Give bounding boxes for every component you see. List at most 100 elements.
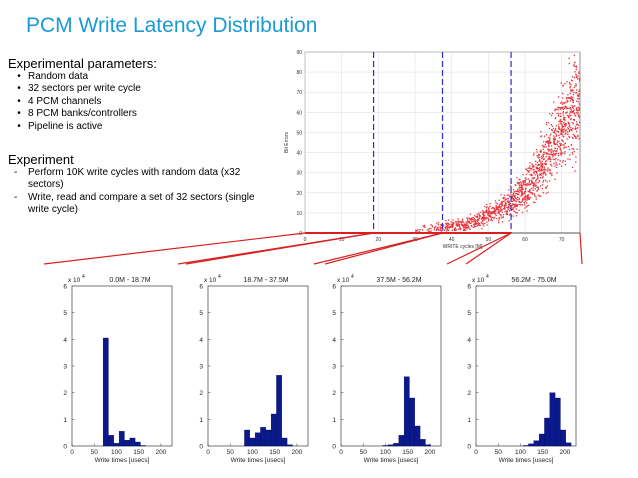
scatter-ytick-label: 10 [296, 211, 302, 217]
scatter-point [447, 219, 450, 221]
bullet-icon: • [17, 95, 21, 107]
scatter-point [534, 188, 536, 190]
scatter-point [547, 169, 549, 171]
histogram-ytick-label: 3 [199, 364, 203, 371]
scatter-point [562, 118, 565, 120]
scatter-point [495, 208, 497, 211]
scatter-point [509, 213, 512, 215]
scatter-point [504, 205, 506, 207]
scatter-point [562, 131, 565, 133]
scatter-point [480, 222, 482, 224]
scatter-point [555, 128, 557, 130]
scatter-point [539, 170, 541, 172]
scatter-point [563, 106, 565, 108]
scatter-point [574, 127, 576, 130]
scatter-point [541, 169, 543, 171]
scatter-point [571, 96, 573, 98]
scatter-point [568, 129, 571, 131]
scatter-point [448, 224, 450, 226]
scatter-point [575, 68, 578, 71]
scatter-point [503, 204, 506, 206]
scatter-point [566, 131, 569, 133]
histogram-ytick-label: 6 [199, 284, 203, 291]
scatter-point [528, 167, 530, 169]
scatter-point [541, 168, 543, 170]
scatter-point [568, 123, 571, 125]
scatter-point [565, 131, 567, 133]
scatter-point [562, 84, 564, 86]
scatter-point [477, 218, 479, 221]
scatter-point [573, 76, 576, 79]
scatter-point [549, 172, 551, 174]
scatter-point [577, 109, 579, 111]
scatter-point [498, 220, 500, 222]
scatter-point [458, 221, 461, 223]
histogram-bar [270, 413, 277, 447]
scatter-point [430, 224, 432, 226]
scatter-point [510, 194, 512, 196]
scatter-point [563, 146, 566, 148]
scatter-point [523, 181, 525, 183]
scatter-point [575, 109, 578, 111]
scatter-point [519, 201, 521, 204]
scatter-point [552, 138, 555, 140]
scatter-point [572, 137, 574, 140]
scatter-point [444, 228, 447, 230]
scatter-point [460, 228, 462, 230]
histogram-bar [414, 425, 421, 447]
scatter-point [539, 150, 541, 152]
scatter-point [513, 206, 515, 208]
histogram-xtick-label: 150 [537, 449, 548, 456]
histogram-ytick-label: 4 [63, 337, 67, 344]
scatter-point [514, 200, 517, 202]
scatter-point [574, 115, 577, 117]
scatter-point [519, 178, 521, 181]
scatter-point [486, 209, 488, 211]
histogram-xtick-label: 100 [247, 449, 258, 456]
histogram-xtick-label: 200 [291, 449, 302, 456]
scatter-point [534, 174, 536, 176]
scatter-point [564, 123, 566, 126]
scatter-point [513, 199, 515, 202]
scatter-point [442, 228, 444, 230]
scatter-point [564, 116, 566, 119]
scatter-point [547, 167, 549, 169]
scatter-point [452, 223, 455, 225]
scatter-point [540, 173, 542, 175]
scatter-point [469, 218, 471, 220]
scatter-point [439, 228, 441, 231]
histogram-bar [265, 429, 272, 447]
scatter-point [577, 106, 580, 108]
scatter-point [548, 180, 551, 182]
scatter-point [549, 149, 551, 151]
scatter-point [523, 193, 525, 195]
scatter-point [468, 228, 471, 230]
histogram-exponent-power: 4 [218, 274, 221, 280]
histogram-ytick-label: 3 [467, 364, 471, 371]
scatter-point [540, 185, 542, 187]
scatter-point [555, 133, 557, 135]
scatter-point [500, 215, 502, 217]
scatter-point [541, 164, 544, 166]
scatter-point [445, 225, 447, 227]
scatter-point [437, 223, 440, 226]
scatter-point [494, 216, 496, 219]
scatter-point [495, 210, 497, 212]
scatter-point [545, 141, 547, 144]
scatter-point [454, 221, 457, 223]
scatter-point [553, 162, 555, 165]
scatter-point [429, 231, 431, 233]
scatter-point [457, 218, 459, 220]
scatter-point [434, 226, 437, 228]
scatter-point [532, 189, 534, 191]
scatter-point [529, 169, 531, 172]
scatter-point [474, 223, 476, 225]
scatter-point [564, 125, 566, 128]
scatter-point [562, 126, 565, 128]
scatter-point [520, 191, 522, 193]
scatter-ylabel: Bit Errors [284, 132, 290, 153]
scatter-point [571, 89, 573, 91]
scatter-point [531, 165, 534, 168]
scatter-point [561, 106, 564, 109]
scatter-point [486, 203, 488, 206]
